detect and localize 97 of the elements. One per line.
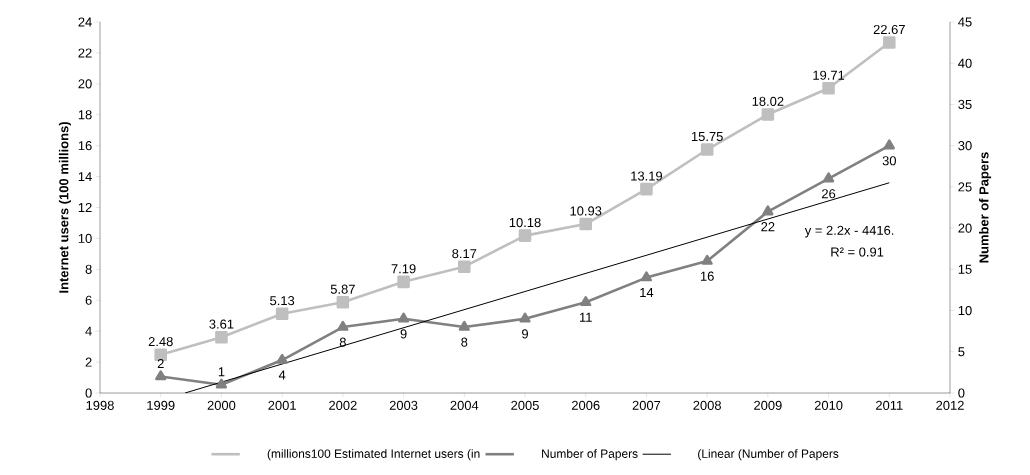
point bbox=[397, 275, 410, 289]
data-label: 2 bbox=[157, 358, 164, 369]
data-label: 11 bbox=[579, 312, 592, 322]
y-axis-title: Internet users (100 millions) bbox=[58, 122, 71, 293]
data-label: 3.61 bbox=[209, 319, 234, 329]
x-tick-label: 2008 bbox=[693, 400, 721, 410]
x-tick-label: 2007 bbox=[632, 400, 661, 410]
point bbox=[458, 320, 470, 331]
data-label: 5.87 bbox=[330, 284, 355, 294]
y-tick-label: 14 bbox=[78, 172, 92, 182]
y2-tick-label: 5 bbox=[958, 347, 965, 357]
data-label: 10.93 bbox=[570, 206, 602, 216]
data-label: 30 bbox=[882, 156, 896, 166]
point bbox=[701, 254, 713, 265]
data-label: 18.02 bbox=[752, 96, 784, 106]
x-tick-label: 2005 bbox=[511, 400, 539, 410]
data-label: 1 bbox=[218, 367, 225, 377]
point bbox=[518, 229, 532, 242]
point bbox=[883, 139, 895, 150]
x-tick-label: 1999 bbox=[147, 400, 175, 410]
point bbox=[397, 312, 410, 323]
y-tick-label: 12 bbox=[78, 202, 92, 213]
x-tick-label: 2012 bbox=[936, 400, 964, 410]
x-tick-label: 2002 bbox=[329, 400, 357, 410]
data-label: 22 bbox=[761, 222, 775, 232]
data-label: 2.48 bbox=[148, 336, 173, 347]
data-label: 5.13 bbox=[270, 296, 295, 306]
point bbox=[215, 330, 228, 344]
legend-label: (Linear (Number of Papers bbox=[698, 449, 839, 461]
y-tick-label: 24 bbox=[78, 17, 92, 27]
data-label: 22.67 bbox=[873, 24, 905, 35]
data-label: 10.18 bbox=[509, 217, 541, 228]
point bbox=[580, 296, 592, 307]
legend-label: (millions100 Estimated Internet users (in bbox=[267, 449, 480, 461]
y2-tick-label: 40 bbox=[958, 58, 972, 68]
x-tick-label: 2003 bbox=[389, 400, 418, 410]
point bbox=[700, 143, 714, 156]
data-label: 7.19 bbox=[391, 264, 416, 274]
point bbox=[519, 312, 531, 323]
data-label: 14 bbox=[640, 288, 654, 297]
x-tick-label: 2006 bbox=[571, 400, 600, 410]
x-tick-label: 2011 bbox=[876, 400, 903, 410]
y-tick-label: 6 bbox=[85, 295, 92, 305]
y-tick-label: 0 bbox=[85, 388, 92, 398]
y-tick-label: 10 bbox=[78, 233, 92, 243]
point bbox=[154, 348, 167, 361]
point bbox=[458, 260, 471, 273]
x-tick-label: 2009 bbox=[754, 400, 782, 410]
y-tick-label: 22 bbox=[78, 48, 92, 58]
x-tick-label: 2010 bbox=[814, 400, 843, 410]
point bbox=[640, 271, 653, 282]
point bbox=[275, 307, 289, 320]
data-label: 8 bbox=[461, 337, 468, 347]
data-label: 9 bbox=[522, 329, 528, 339]
x-tick-label: 2000 bbox=[207, 400, 236, 410]
y-tick-label: 2 bbox=[85, 357, 92, 367]
data-label: 16 bbox=[700, 271, 714, 281]
data-label: 15.75 bbox=[691, 131, 723, 142]
point bbox=[883, 36, 896, 49]
point bbox=[761, 108, 775, 121]
point bbox=[822, 172, 835, 183]
data-label: 9 bbox=[400, 329, 407, 339]
x-tick-label: 1998 bbox=[86, 400, 114, 410]
data-label: 8 bbox=[339, 337, 346, 347]
legend-label: Number of Papers bbox=[542, 449, 638, 461]
y2-tick-label: 15 bbox=[958, 264, 972, 274]
point bbox=[155, 370, 167, 381]
y-tick-label: 4 bbox=[85, 326, 92, 336]
point bbox=[762, 205, 774, 216]
y2-tick-label: 0 bbox=[958, 388, 965, 398]
y-tick-label: 20 bbox=[78, 79, 92, 89]
point bbox=[337, 320, 349, 331]
point bbox=[822, 82, 835, 95]
data-label: 13.19 bbox=[631, 171, 663, 181]
data-label: 4 bbox=[278, 370, 286, 380]
y-tick-label: 18 bbox=[78, 110, 92, 120]
annotation: R² = 0.91 bbox=[831, 247, 884, 257]
y2-axis-title: Number of Papers bbox=[979, 152, 992, 263]
y2-tick-label: 20 bbox=[958, 223, 972, 233]
point bbox=[640, 182, 653, 196]
data-label: 26 bbox=[822, 189, 836, 199]
annotation: y = 2.2x - 4416. bbox=[804, 225, 894, 238]
data-label: 19.71 bbox=[813, 70, 845, 80]
data-label: 8.17 bbox=[452, 249, 477, 259]
y-tick-label: 8 bbox=[85, 264, 92, 274]
x-tick-label: 2001 bbox=[268, 400, 296, 410]
y2-tick-label: 25 bbox=[958, 182, 972, 192]
point bbox=[276, 353, 288, 364]
y2-tick-label: 45 bbox=[958, 17, 972, 27]
y2-tick-label: 30 bbox=[958, 141, 972, 151]
point bbox=[215, 378, 228, 389]
y2-tick-label: 35 bbox=[958, 99, 972, 110]
x-tick-label: 2004 bbox=[450, 400, 479, 410]
point bbox=[336, 295, 350, 309]
point bbox=[579, 217, 592, 231]
y-tick-label: 16 bbox=[78, 141, 92, 151]
y2-tick-label: 10 bbox=[958, 305, 972, 316]
